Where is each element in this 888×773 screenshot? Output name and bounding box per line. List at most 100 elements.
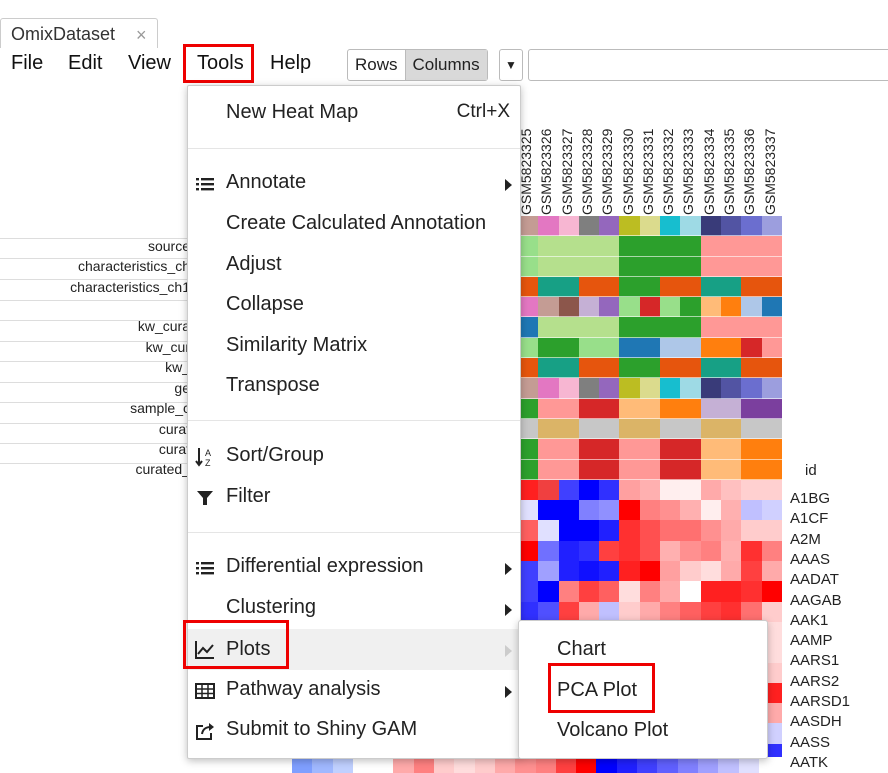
annotation-cell[interactable] bbox=[558, 256, 579, 277]
annotation-cell[interactable] bbox=[558, 236, 579, 257]
annotation-cell[interactable] bbox=[558, 358, 579, 379]
heatmap-cell[interactable] bbox=[761, 479, 782, 501]
annotation-cell[interactable] bbox=[538, 439, 559, 460]
row-annotation-label[interactable]: characteristics_ch1 bbox=[70, 279, 190, 295]
annotation-cell[interactable] bbox=[558, 439, 579, 460]
annotation-cell[interactable] bbox=[619, 459, 640, 480]
annotation-cell[interactable] bbox=[761, 216, 782, 237]
annotation-cell[interactable] bbox=[639, 317, 661, 338]
annotation-cell[interactable] bbox=[558, 418, 579, 440]
annotation-cell[interactable] bbox=[518, 216, 539, 237]
heatmap-cell[interactable] bbox=[596, 757, 617, 773]
heatmap-cell[interactable] bbox=[393, 757, 414, 773]
annotation-cell[interactable] bbox=[680, 236, 701, 257]
annotation-cell[interactable] bbox=[700, 317, 721, 338]
annotation-cell[interactable] bbox=[761, 337, 782, 359]
annotation-cell[interactable] bbox=[558, 216, 579, 237]
annotation-cell[interactable] bbox=[720, 276, 742, 298]
annotation-cell[interactable] bbox=[619, 418, 640, 440]
heatmap-cell[interactable] bbox=[518, 520, 539, 541]
annotation-cell[interactable] bbox=[720, 459, 742, 480]
menu-adjust[interactable]: Adjust bbox=[188, 248, 520, 284]
rows-button[interactable]: Rows bbox=[355, 55, 398, 74]
heatmap-cell[interactable] bbox=[576, 757, 597, 773]
annotation-cell[interactable] bbox=[741, 297, 762, 318]
annotation-cell[interactable] bbox=[619, 337, 640, 359]
annotation-cell[interactable] bbox=[518, 398, 539, 419]
annotation-cell[interactable] bbox=[680, 378, 701, 399]
heatmap-cell[interactable] bbox=[538, 581, 559, 602]
gene-id[interactable]: AAGAB bbox=[790, 591, 842, 609]
annotation-cell[interactable] bbox=[558, 317, 579, 338]
heatmap-cell[interactable] bbox=[700, 601, 721, 622]
row-annotation-label[interactable]: kw_ bbox=[165, 359, 190, 375]
annotation-cell[interactable] bbox=[538, 418, 559, 440]
heatmap-cell[interactable] bbox=[332, 757, 353, 773]
heatmap-cell[interactable] bbox=[761, 500, 782, 521]
heatmap-cell[interactable] bbox=[578, 500, 600, 521]
annotation-cell[interactable] bbox=[700, 378, 721, 399]
heatmap-cell[interactable] bbox=[697, 757, 719, 773]
column-header[interactable]: GSM5823334 bbox=[701, 110, 721, 215]
annotation-cell[interactable] bbox=[558, 297, 579, 318]
annotation-cell[interactable] bbox=[761, 276, 782, 298]
annotation-cell[interactable] bbox=[741, 276, 762, 298]
annotation-cell[interactable] bbox=[761, 236, 782, 257]
heatmap-cell[interactable] bbox=[538, 520, 559, 541]
annotation-cell[interactable] bbox=[578, 256, 600, 277]
annotation-cell[interactable] bbox=[741, 439, 762, 460]
menu-edit[interactable]: Edit bbox=[68, 52, 103, 74]
heatmap-cell[interactable] bbox=[741, 540, 762, 562]
annotation-cell[interactable] bbox=[538, 337, 559, 359]
gene-id[interactable]: A1CF bbox=[790, 510, 829, 528]
annotation-cell[interactable] bbox=[599, 317, 620, 338]
annotation-cell[interactable] bbox=[538, 276, 559, 298]
heatmap-cell[interactable] bbox=[660, 561, 681, 582]
column-header[interactable]: GSM5823327 bbox=[559, 110, 579, 215]
heatmap-cell[interactable] bbox=[639, 601, 661, 622]
heatmap-cell[interactable] bbox=[558, 581, 579, 602]
column-header[interactable]: GSM5823328 bbox=[579, 110, 599, 215]
heatmap-cell[interactable] bbox=[741, 479, 762, 501]
heatmap-cell[interactable] bbox=[434, 757, 455, 773]
annotation-cell[interactable] bbox=[578, 317, 600, 338]
annotation-cell[interactable] bbox=[700, 216, 721, 237]
annotation-cell[interactable] bbox=[639, 378, 661, 399]
annotation-cell[interactable] bbox=[578, 358, 600, 379]
heatmap-cell[interactable] bbox=[741, 561, 762, 582]
heatmap-cell[interactable] bbox=[599, 601, 620, 622]
annotation-cell[interactable] bbox=[578, 297, 600, 318]
heatmap-cell[interactable] bbox=[578, 601, 600, 622]
submenu-pca-plot[interactable]: PCA Plot bbox=[557, 679, 638, 701]
annotation-cell[interactable] bbox=[660, 418, 681, 440]
annotation-cell[interactable] bbox=[680, 459, 701, 480]
heatmap-cell[interactable] bbox=[700, 520, 721, 541]
annotation-cell[interactable] bbox=[720, 358, 742, 379]
annotation-cell[interactable] bbox=[660, 439, 681, 460]
annotation-cell[interactable] bbox=[761, 439, 782, 460]
heatmap-cell[interactable] bbox=[680, 479, 701, 501]
annotation-cell[interactable] bbox=[538, 216, 559, 237]
heatmap-cell[interactable] bbox=[720, 479, 742, 501]
heatmap-cell[interactable] bbox=[741, 601, 762, 622]
annotation-cell[interactable] bbox=[578, 337, 600, 359]
heatmap-cell[interactable] bbox=[352, 757, 374, 773]
annotation-cell[interactable] bbox=[720, 297, 742, 318]
heatmap-cell[interactable] bbox=[680, 540, 701, 562]
heatmap-cell[interactable] bbox=[680, 601, 701, 622]
heatmap-grid[interactable] bbox=[518, 216, 782, 765]
heatmap-cell[interactable] bbox=[558, 479, 579, 501]
heatmap-cell[interactable] bbox=[518, 581, 539, 602]
heatmap-cell[interactable] bbox=[660, 540, 681, 562]
annotation-cell[interactable] bbox=[741, 216, 762, 237]
annotation-cell[interactable] bbox=[578, 236, 600, 257]
heatmap-cell[interactable] bbox=[761, 520, 782, 541]
heatmap-cell[interactable] bbox=[761, 540, 782, 562]
heatmap-cell[interactable] bbox=[535, 757, 556, 773]
menu-submit-to-shiny-gam[interactable]: Submit to Shiny GAM bbox=[188, 713, 520, 749]
annotation-cell[interactable] bbox=[518, 256, 539, 277]
row-annotation-label[interactable]: kw_cura bbox=[137, 318, 190, 334]
column-header[interactable]: GSM5823337 bbox=[762, 110, 782, 215]
annotation-cell[interactable] bbox=[619, 398, 640, 419]
heatmap-cell[interactable] bbox=[555, 757, 577, 773]
